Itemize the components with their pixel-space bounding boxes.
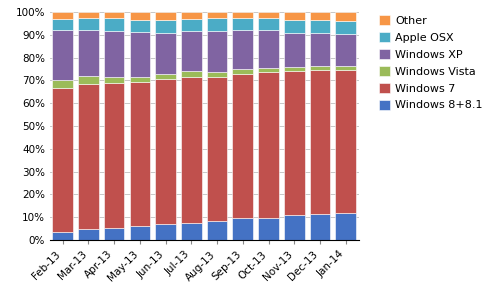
Bar bbox=[78, 30, 99, 76]
Legend: Other, Apple OSX, Windows XP, Windows Vista, Windows 7, Windows 8+8.1: Other, Apple OSX, Windows XP, Windows Vi… bbox=[376, 13, 485, 113]
Bar bbox=[78, 229, 99, 240]
Bar bbox=[284, 67, 304, 71]
Bar bbox=[207, 31, 227, 72]
Bar bbox=[233, 18, 253, 30]
Bar bbox=[258, 18, 279, 30]
Bar bbox=[233, 218, 253, 240]
Bar bbox=[129, 76, 150, 82]
Bar bbox=[335, 34, 356, 66]
Bar bbox=[233, 30, 253, 69]
Bar bbox=[207, 18, 227, 31]
Bar bbox=[129, 32, 150, 76]
Bar bbox=[181, 223, 202, 240]
Bar bbox=[104, 18, 124, 31]
Bar bbox=[181, 71, 202, 77]
Bar bbox=[310, 70, 330, 214]
Bar bbox=[310, 12, 330, 20]
Bar bbox=[155, 32, 176, 74]
Bar bbox=[155, 224, 176, 240]
Bar bbox=[155, 74, 176, 79]
Bar bbox=[78, 84, 99, 229]
Bar bbox=[104, 12, 124, 18]
Bar bbox=[129, 82, 150, 226]
Bar bbox=[233, 12, 253, 18]
Bar bbox=[310, 66, 330, 70]
Bar bbox=[258, 218, 279, 240]
Bar bbox=[335, 70, 356, 213]
Bar bbox=[207, 72, 227, 76]
Bar bbox=[155, 79, 176, 224]
Bar bbox=[258, 30, 279, 68]
Bar bbox=[284, 215, 304, 240]
Bar bbox=[155, 12, 176, 20]
Bar bbox=[52, 88, 73, 232]
Bar bbox=[207, 12, 227, 18]
Bar bbox=[104, 31, 124, 76]
Bar bbox=[52, 232, 73, 240]
Bar bbox=[129, 12, 150, 20]
Bar bbox=[181, 32, 202, 71]
Bar bbox=[310, 20, 330, 32]
Bar bbox=[52, 80, 73, 88]
Bar bbox=[335, 12, 356, 21]
Bar bbox=[104, 83, 124, 228]
Bar bbox=[181, 77, 202, 223]
Bar bbox=[181, 12, 202, 19]
Bar bbox=[78, 12, 99, 18]
Bar bbox=[310, 214, 330, 240]
Bar bbox=[207, 76, 227, 221]
Bar bbox=[335, 21, 356, 34]
Bar bbox=[258, 72, 279, 218]
Bar bbox=[52, 30, 73, 80]
Bar bbox=[310, 32, 330, 66]
Bar bbox=[78, 18, 99, 30]
Bar bbox=[335, 66, 356, 70]
Bar bbox=[258, 12, 279, 18]
Bar bbox=[284, 71, 304, 215]
Bar bbox=[207, 221, 227, 240]
Bar bbox=[129, 20, 150, 32]
Bar bbox=[233, 69, 253, 74]
Bar bbox=[52, 19, 73, 30]
Bar bbox=[78, 76, 99, 84]
Bar bbox=[181, 19, 202, 31]
Bar bbox=[284, 20, 304, 32]
Bar bbox=[284, 32, 304, 67]
Bar bbox=[104, 228, 124, 240]
Bar bbox=[284, 12, 304, 20]
Bar bbox=[258, 68, 279, 72]
Bar bbox=[335, 213, 356, 240]
Bar bbox=[129, 226, 150, 240]
Bar bbox=[155, 20, 176, 32]
Bar bbox=[233, 74, 253, 218]
Bar bbox=[52, 12, 73, 19]
Bar bbox=[104, 76, 124, 83]
